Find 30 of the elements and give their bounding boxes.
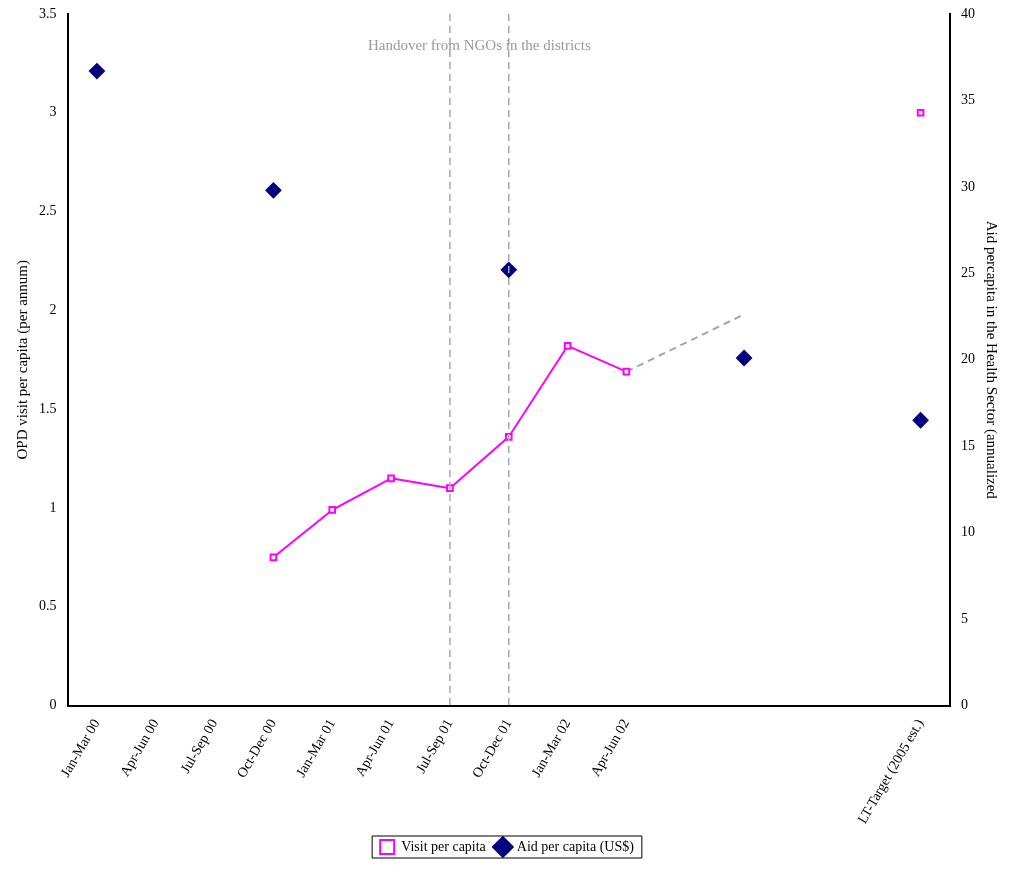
y-tick-label: 2.5 bbox=[39, 203, 57, 219]
y2-axis-title: Aid percapita in the Health Sector (annualized bbox=[983, 220, 1001, 500]
point bbox=[387, 474, 395, 483]
y-tick-label: 3 bbox=[49, 104, 57, 120]
annotation: Handover from NGOs in the districts bbox=[367, 36, 591, 53]
y2-tick-label: 0 bbox=[961, 697, 968, 713]
y-tick-label: 1.5 bbox=[39, 400, 57, 416]
y-tick-label: 3.5 bbox=[39, 5, 57, 21]
y-tick-label: 2 bbox=[49, 302, 57, 318]
y-tick-label: 1 bbox=[49, 499, 57, 515]
y-tick-label: 0.5 bbox=[39, 598, 57, 614]
legend-label: Aid per capita (US$) bbox=[516, 838, 635, 855]
y2-tick-label: 40 bbox=[961, 5, 975, 21]
point bbox=[916, 108, 925, 117]
point bbox=[912, 412, 929, 429]
y-tick-label: 0 bbox=[49, 697, 57, 713]
y2-tick-label: 25 bbox=[961, 264, 975, 280]
y2-tick-label: 30 bbox=[961, 178, 975, 194]
point bbox=[736, 350, 753, 367]
y2-tick-label: 35 bbox=[961, 92, 975, 108]
y2-tick-label: 15 bbox=[961, 437, 975, 453]
y2-tick-label: 20 bbox=[961, 351, 975, 367]
point bbox=[563, 342, 572, 350]
point bbox=[265, 182, 282, 199]
point bbox=[328, 506, 337, 514]
legend-label: Visit per capita bbox=[401, 838, 487, 854]
y2-tick-label: 5 bbox=[961, 610, 968, 626]
y-axis-title: OPD visit per capita (per annum) bbox=[13, 259, 31, 460]
y2-tick-label: 10 bbox=[961, 524, 975, 540]
point bbox=[88, 63, 105, 80]
